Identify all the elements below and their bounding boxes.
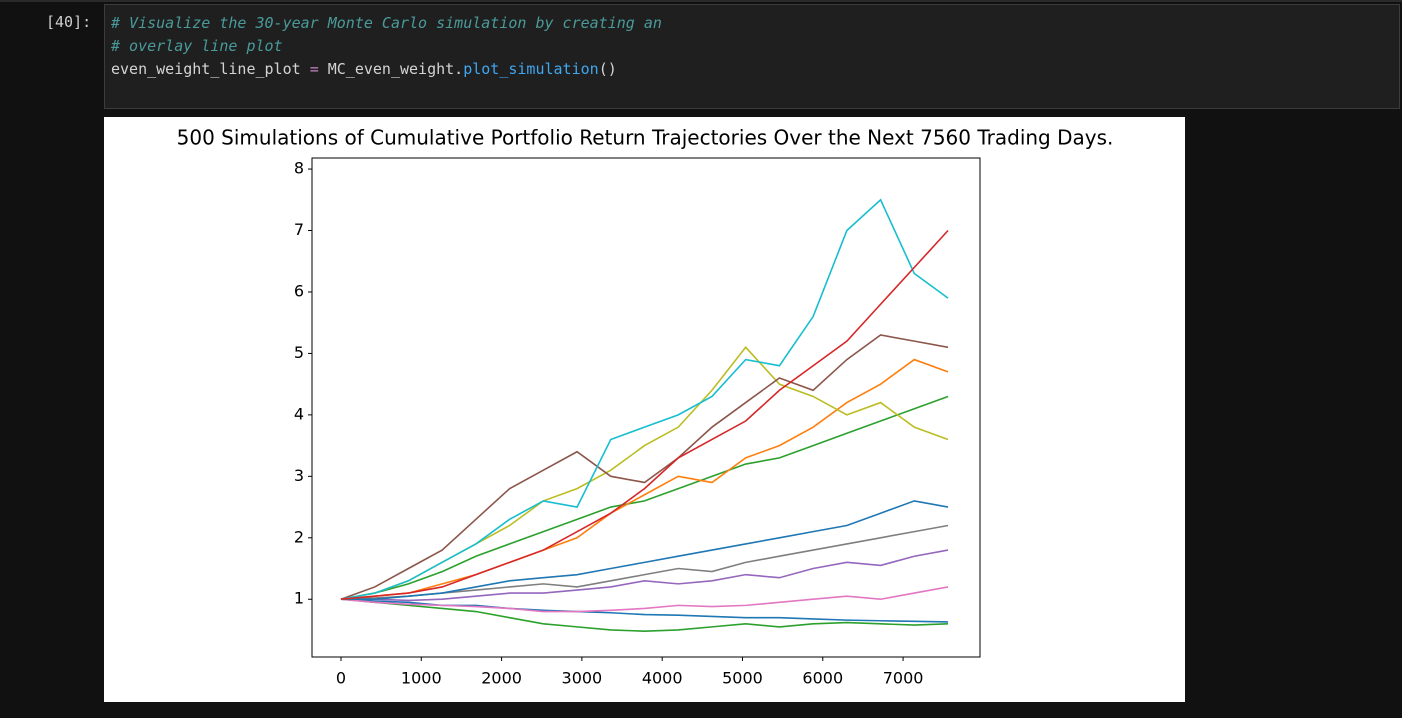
simulation-line	[340, 586, 949, 613]
y-tick-label: 7	[294, 220, 304, 239]
x-tick-label: 2000	[481, 669, 522, 688]
x-tick-label: 6000	[802, 669, 843, 688]
y-tick-label: 3	[294, 466, 304, 485]
y-tick-label: 5	[294, 343, 304, 362]
code-token: MC_even_weight.	[318, 60, 464, 78]
cell-divider	[0, 0, 1402, 2]
axes-frame	[311, 157, 981, 658]
x-tick-label: 0	[336, 669, 346, 688]
simulation-line	[340, 229, 949, 601]
simulation-line	[340, 549, 949, 602]
simulation-line	[340, 198, 949, 601]
code-token: even_weight_line_plot	[111, 60, 310, 78]
code-cell[interactable]: # Visualize the 30-year Monte Carlo simu…	[104, 4, 1400, 109]
simulation-line	[340, 358, 949, 601]
code-comment: # overlay line plot	[111, 37, 283, 55]
y-tick-label: 8	[294, 159, 304, 178]
y-tick-label: 4	[294, 404, 304, 423]
chart: 500 Simulations of Cumulative Portfolio …	[177, 126, 1114, 688]
x-tick-label: 5000	[722, 669, 763, 688]
x-tick-label: 1000	[401, 669, 442, 688]
y-tick-label: 2	[294, 527, 304, 546]
simulation-line	[340, 395, 949, 601]
x-tick-label: 4000	[642, 669, 683, 688]
simulation-line	[340, 598, 949, 623]
simulation-line	[340, 346, 949, 601]
cell-output: 500 Simulations of Cumulative Portfolio …	[104, 117, 1185, 702]
execution-count: [40]:	[46, 13, 92, 31]
x-tick-label: 3000	[562, 669, 603, 688]
simulation-line	[340, 598, 949, 632]
code-token: =	[309, 60, 319, 78]
code-comment: # Visualize the 30-year Monte Carlo simu…	[111, 14, 662, 32]
simulation-line	[340, 334, 949, 600]
code-token: ()	[598, 60, 617, 78]
simulation-line	[340, 500, 949, 601]
code-token: plot_simulation	[463, 60, 599, 78]
code-line: even_weight_line_plot = MC_even_weight.p…	[111, 60, 617, 78]
x-tick-label: 7000	[883, 669, 924, 688]
chart-title: 500 Simulations of Cumulative Portfolio …	[177, 126, 1114, 150]
y-tick-label: 6	[294, 281, 304, 300]
y-tick-label: 1	[294, 589, 304, 608]
